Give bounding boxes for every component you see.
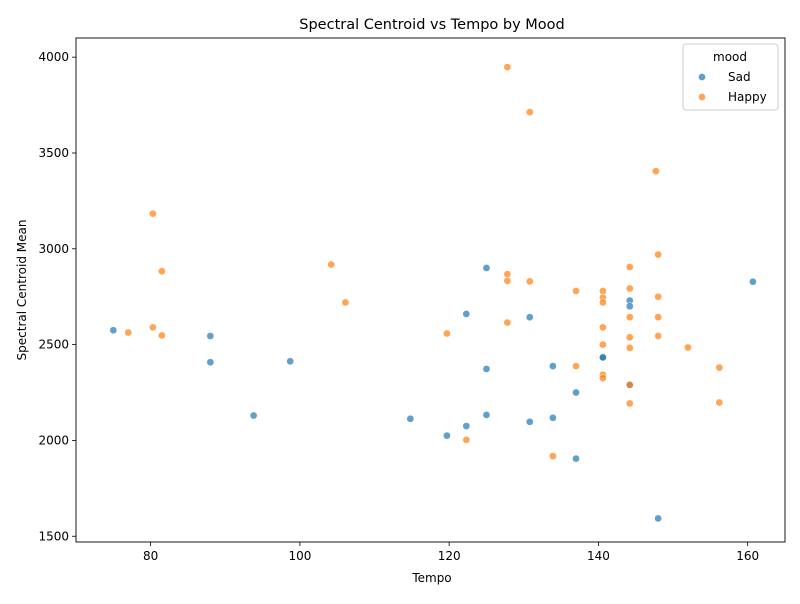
legend-title: mood	[713, 50, 747, 64]
data-point-happy	[599, 323, 607, 332]
data-point-happy	[715, 363, 724, 372]
data-point-happy	[157, 267, 166, 276]
data-point-sad	[549, 362, 557, 370]
data-point-sad	[406, 414, 415, 423]
data-point-sad	[482, 264, 491, 272]
data-point-happy	[599, 340, 607, 349]
data-point-sad	[549, 413, 557, 422]
y-tick-label: 3000	[38, 242, 69, 256]
y-tick-label: 2500	[38, 338, 69, 352]
legend-marker-sad	[698, 73, 706, 81]
data-point-happy	[525, 277, 534, 286]
chart-title: Spectral Centroid vs Tempo by Mood	[299, 17, 564, 33]
data-point-happy	[443, 329, 451, 338]
data-point-sad	[525, 417, 534, 426]
data-point-happy	[503, 276, 512, 285]
data-point-happy	[462, 436, 471, 444]
y-tick-label: 4000	[38, 50, 69, 64]
y-tick-label: 3500	[38, 146, 69, 160]
data-point-sad	[286, 357, 295, 366]
data-point-happy	[327, 260, 336, 269]
data-point-happy	[625, 381, 634, 389]
data-point-happy	[549, 452, 557, 460]
plot-frame	[75, 37, 786, 543]
data-point-sad	[572, 454, 580, 463]
data-point-sad	[206, 358, 215, 367]
x-tick-label: 100	[288, 549, 311, 563]
y-axis-label: Spectral Centroid Mean	[15, 220, 29, 361]
points-layer	[109, 63, 757, 523]
data-point-happy	[625, 313, 634, 322]
data-point-sad	[625, 302, 634, 311]
data-point-happy	[572, 287, 580, 295]
data-point-happy	[684, 343, 692, 352]
x-axis: 80 100 120 140 160	[143, 542, 759, 563]
x-tick-label: 120	[438, 549, 461, 563]
data-point-happy	[625, 263, 634, 271]
legend-marker-happy	[698, 93, 706, 101]
legend-label-sad: Sad	[728, 70, 751, 84]
data-point-happy	[149, 323, 157, 332]
data-point-sad	[462, 310, 471, 318]
legend-label-happy: Happy	[728, 90, 767, 104]
data-point-happy	[149, 209, 157, 218]
data-point-happy	[599, 298, 607, 307]
data-point-sad	[462, 422, 471, 430]
data-point-happy	[715, 398, 724, 407]
data-point-happy	[625, 399, 634, 408]
data-point-sad	[443, 431, 451, 440]
data-point-sad	[749, 277, 757, 286]
data-point-happy	[503, 270, 512, 278]
data-point-happy	[625, 344, 634, 352]
legend-box	[682, 43, 779, 111]
series-sad	[109, 264, 757, 523]
data-point-sad	[525, 313, 534, 322]
data-point-happy	[124, 328, 133, 337]
plot-area	[75, 37, 786, 543]
data-point-sad	[572, 388, 580, 397]
x-tick-label: 80	[143, 549, 158, 563]
data-point-sad	[206, 332, 215, 340]
data-point-happy	[654, 313, 662, 322]
data-point-happy	[652, 167, 660, 176]
data-point-sad	[109, 326, 118, 335]
data-point-happy	[599, 374, 607, 383]
data-point-happy	[625, 333, 634, 342]
data-point-sad	[482, 365, 491, 373]
data-point-happy	[525, 108, 534, 117]
data-point-happy	[654, 250, 662, 259]
data-point-happy	[654, 332, 662, 340]
data-point-happy	[599, 287, 607, 295]
y-tick-label: 1500	[38, 529, 69, 543]
x-axis-label: Tempo	[411, 571, 451, 585]
x-tick-label: 160	[736, 549, 759, 563]
data-point-sad	[599, 353, 607, 362]
data-point-happy	[503, 318, 512, 327]
data-point-sad	[654, 514, 662, 523]
data-point-happy	[503, 63, 512, 71]
legend: mood Sad Happy	[682, 43, 779, 111]
data-point-sad	[249, 411, 258, 420]
y-axis: 1500 2000 2500 3000 3500 4000	[38, 50, 76, 543]
data-point-happy	[654, 292, 662, 301]
series-happy	[124, 63, 724, 460]
data-point-happy	[341, 298, 350, 307]
x-tick-label: 140	[587, 549, 610, 563]
data-point-happy	[572, 362, 580, 370]
data-point-happy	[625, 284, 634, 293]
data-point-sad	[482, 411, 491, 419]
y-tick-label: 2000	[38, 433, 69, 447]
data-point-happy	[157, 331, 166, 340]
